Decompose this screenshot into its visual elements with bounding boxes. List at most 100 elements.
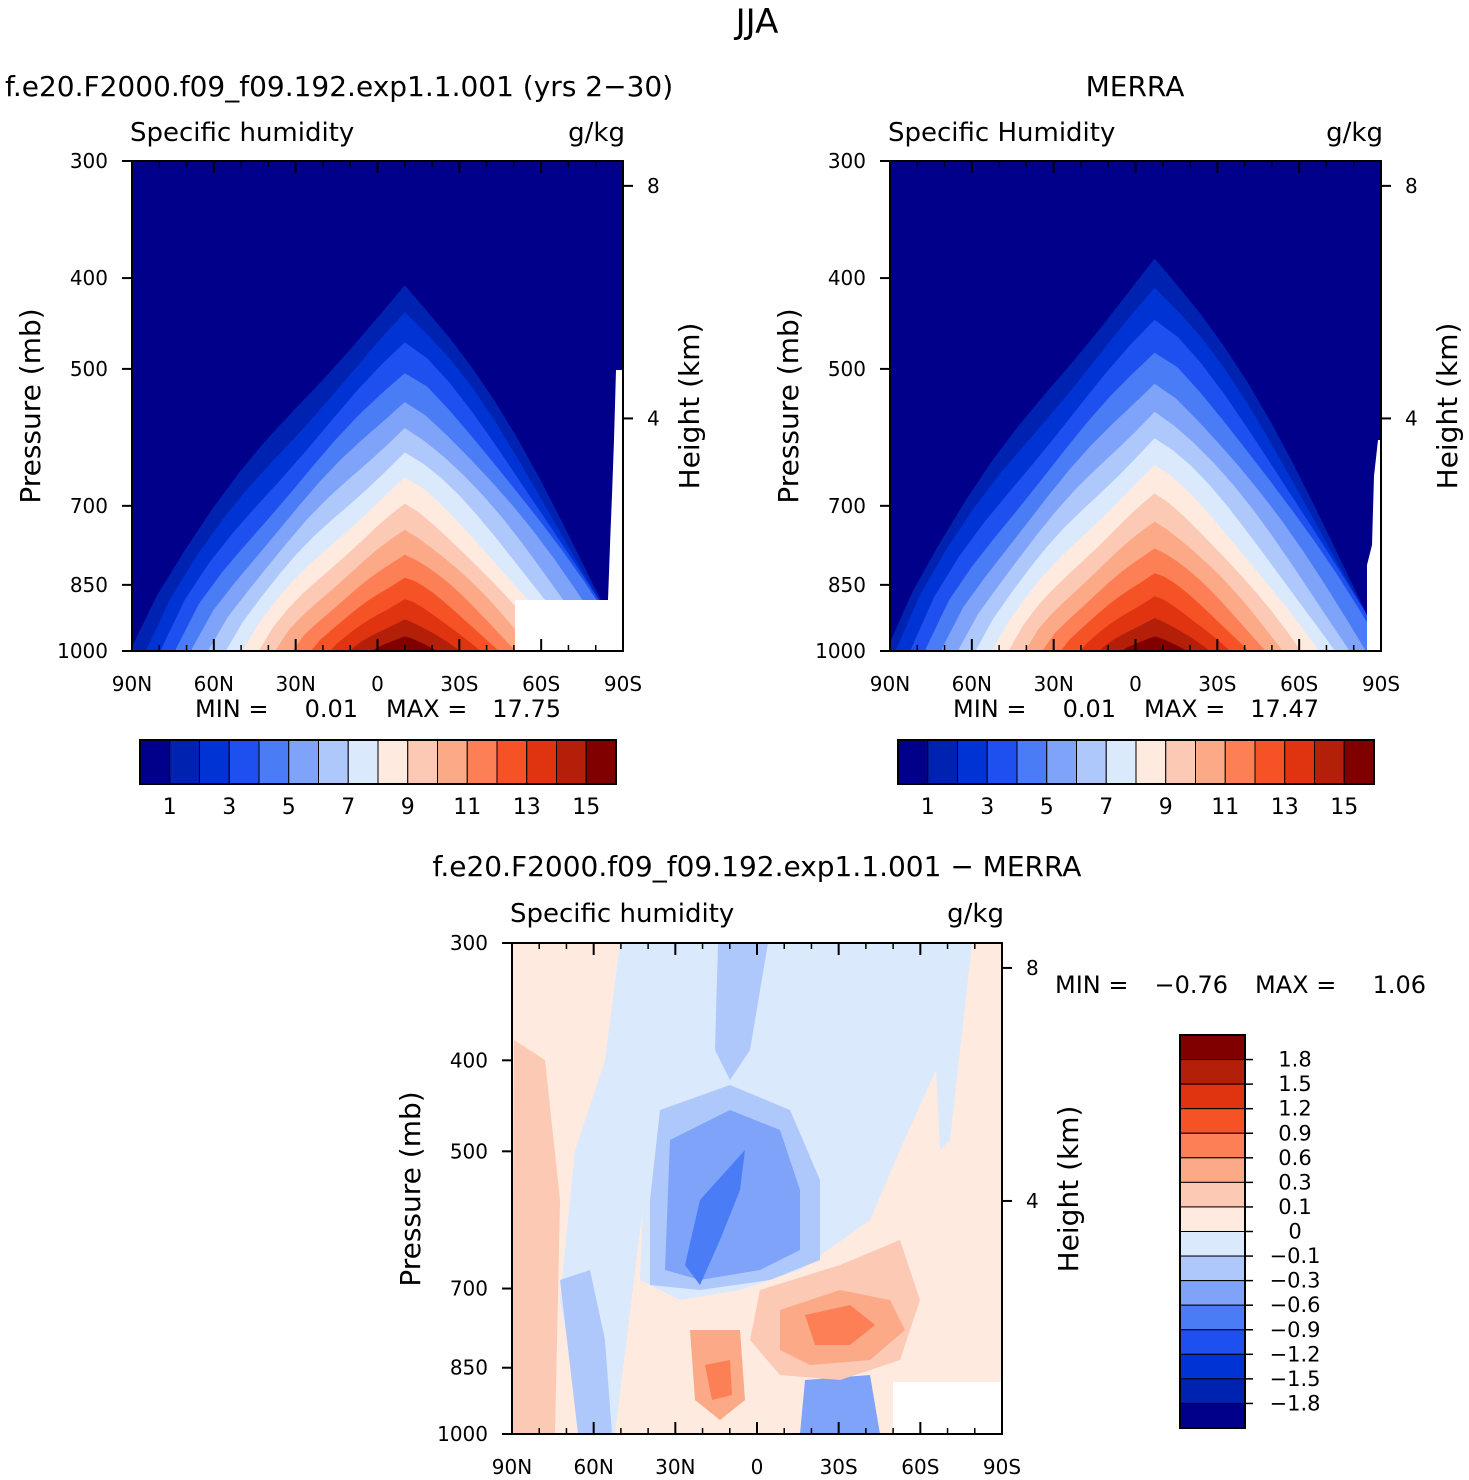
- x-tick-label: 0: [371, 672, 384, 696]
- y-tick-label: 400: [70, 266, 108, 290]
- diff-contour-field: [512, 943, 1002, 1434]
- colorbar-label: 0.6: [1278, 1146, 1311, 1170]
- model-units-label: g/kg: [568, 118, 625, 148]
- colorbar-swatch: [1179, 1157, 1246, 1183]
- x-tick-label: 0: [751, 1455, 764, 1479]
- obs-units-label: g/kg: [1326, 118, 1383, 148]
- obs-y-axis-label: Pressure (mb): [772, 308, 805, 503]
- figure-title: JJA: [734, 2, 779, 42]
- colorbar-swatch: [199, 739, 230, 785]
- y-tick-label: 1000: [57, 639, 108, 663]
- colorbar-swatch: [556, 739, 587, 785]
- x-tick-label: 30N: [1033, 672, 1073, 696]
- colorbar-label: 13: [513, 795, 541, 820]
- colorbar-frame: [897, 739, 1375, 785]
- colorbar-label: 13: [1271, 795, 1299, 820]
- colorbar-label: 5: [1040, 795, 1054, 820]
- colorbar-label: 7: [341, 795, 355, 820]
- y-tick-label: 300: [828, 149, 866, 173]
- colorbar-label: 0.1: [1278, 1195, 1311, 1219]
- colorbar-label: 0: [1288, 1220, 1301, 1244]
- diff-weak-negative-region-sh: [930, 943, 972, 1150]
- model-y2-axis-label: Height (km): [673, 323, 706, 490]
- x-tick-label: 60S: [522, 672, 560, 696]
- x-tick-label: 0: [1129, 672, 1142, 696]
- colorbar-swatch: [407, 739, 438, 785]
- diff-negative-tongue-upper: [715, 943, 768, 1080]
- y-tick-label: 400: [828, 266, 866, 290]
- x-tick-label: 90S: [1362, 672, 1400, 696]
- colorbar-frame: [139, 739, 617, 785]
- x-tick-label: 90N: [870, 672, 910, 696]
- y2-tick-label: 4: [1405, 406, 1418, 430]
- colorbar-label: 15: [1330, 795, 1358, 820]
- colorbar-swatch: [347, 739, 379, 785]
- y2-tick-label: 4: [1026, 1189, 1039, 1213]
- diff-panel-heading: f.e20.F2000.f09_f09.192.exp1.1.001 − MER…: [433, 850, 1082, 883]
- y-tick-label: 850: [828, 573, 866, 597]
- colorbar-label: 1: [163, 795, 177, 820]
- colorbar-label: −0.1: [1270, 1244, 1321, 1268]
- obs-min-value: 0.01: [1063, 695, 1116, 723]
- colorbar-swatch: [1224, 739, 1256, 785]
- colorbar-label: −0.3: [1270, 1269, 1321, 1293]
- obs-y2-axis-label: Height (km): [1431, 323, 1464, 490]
- diff-plot-title: Specific humidity: [510, 899, 734, 929]
- colorbar-swatch: [1179, 1108, 1246, 1134]
- x-tick-label: 60N: [952, 672, 992, 696]
- diff-panel: f.e20.F2000.f09_f09.192.exp1.1.001 − MER…: [394, 850, 1426, 1479]
- y-tick-label: 500: [828, 357, 866, 381]
- colorbar-label: −0.6: [1270, 1293, 1321, 1317]
- y-tick-label: 700: [450, 1277, 488, 1301]
- diff-positive-blob-eq-inner: [705, 1360, 732, 1400]
- diff-positive-region-np: [512, 1040, 560, 1434]
- colorbar-label: 1.8: [1278, 1048, 1311, 1072]
- model-min-value: 0.01: [305, 695, 358, 723]
- colorbar-swatch: [318, 739, 349, 785]
- colorbar-swatch: [288, 739, 319, 785]
- model-colorbar: 1 3 5 7 9 11 13 15: [139, 739, 617, 820]
- colorbar-swatch: [496, 739, 528, 785]
- colorbar-swatch: [1165, 739, 1196, 785]
- colorbar-swatch: [1179, 1280, 1246, 1306]
- terrain-mask: [1367, 440, 1381, 651]
- x-tick-label: 90S: [604, 672, 642, 696]
- contour-level-band: [1121, 636, 1188, 651]
- colorbar-swatch: [139, 739, 171, 785]
- colorbar-swatch: [1179, 1181, 1246, 1208]
- y-tick-label: 300: [70, 149, 108, 173]
- diff-y-axis-label: Pressure (mb): [394, 1091, 427, 1286]
- model-panel: f.e20.F2000.f09_f09.192.exp1.1.001 (yrs …: [5, 70, 706, 820]
- y2-tick-label: 4: [647, 406, 660, 430]
- y-tick-label: 1000: [437, 1422, 488, 1446]
- y-tick-label: 500: [70, 357, 108, 381]
- obs-min-label: MIN =: [953, 695, 1026, 723]
- colorbar-swatch: [1179, 1059, 1246, 1085]
- colorbar-swatch: [927, 739, 958, 785]
- model-axes: 90N 60N 30N 0 30S 60S 90S 300 400 500 700 850 1000 8 4: [57, 149, 660, 696]
- diff-max-label: MAX =: [1255, 971, 1336, 999]
- obs-max-label: MAX =: [1144, 695, 1225, 723]
- colorbar-swatch: [1135, 739, 1167, 785]
- y-tick-label: 400: [450, 1048, 488, 1072]
- diff-terrain-mask: [893, 1382, 1002, 1434]
- colorbar-label: 1.2: [1278, 1097, 1311, 1121]
- model-panel-heading: f.e20.F2000.f09_f09.192.exp1.1.001 (yrs …: [5, 70, 673, 103]
- y-tick-label: 850: [450, 1356, 488, 1380]
- x-tick-label: 60S: [1280, 672, 1318, 696]
- colorbar-swatch: [1179, 1304, 1246, 1331]
- colorbar-label: 11: [453, 795, 481, 820]
- colorbar-swatch: [1179, 1083, 1246, 1110]
- diff-units-label: g/kg: [947, 899, 1004, 929]
- colorbar-swatch: [1284, 739, 1315, 785]
- colorbar-label: 0.3: [1278, 1170, 1311, 1194]
- colorbar-swatch: [1179, 1353, 1246, 1380]
- colorbar-label: −1.5: [1270, 1367, 1321, 1391]
- colorbar-swatch: [1179, 1206, 1246, 1232]
- colorbar-swatch: [466, 739, 498, 785]
- contour-level-band: [372, 636, 438, 651]
- colorbar-label: 5: [282, 795, 296, 820]
- colorbar-swatch: [377, 739, 409, 785]
- colorbar-label: −1.8: [1270, 1391, 1321, 1415]
- y-tick-label: 850: [70, 573, 108, 597]
